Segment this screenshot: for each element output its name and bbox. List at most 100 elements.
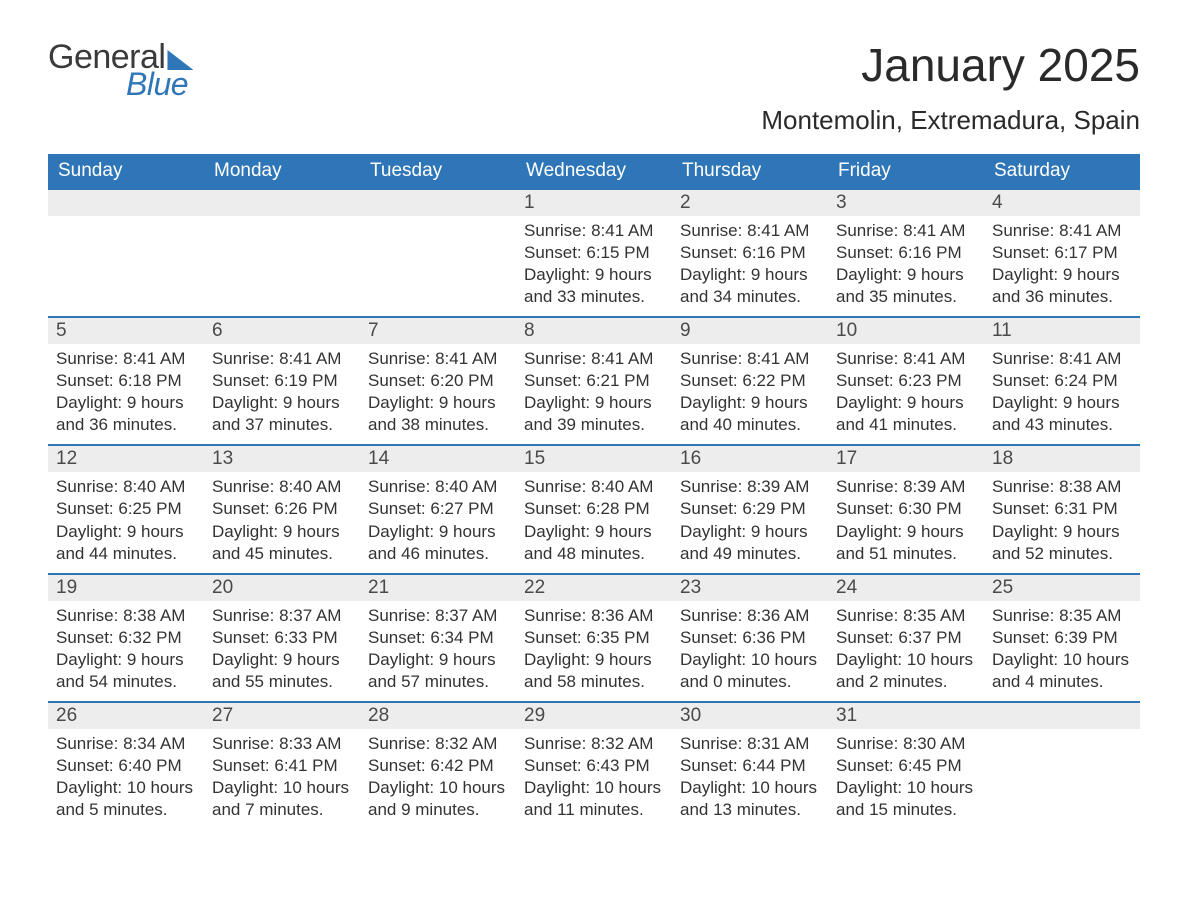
daylight-text: Daylight: 9 hours and 33 minutes. bbox=[524, 264, 664, 308]
sunrise-text: Sunrise: 8:37 AM bbox=[368, 605, 508, 627]
calendar-day-cell: 23Sunrise: 8:36 AMSunset: 6:36 PMDayligh… bbox=[672, 574, 828, 702]
daylight-text: Daylight: 9 hours and 49 minutes. bbox=[680, 521, 820, 565]
calendar-day-cell: 27Sunrise: 8:33 AMSunset: 6:41 PMDayligh… bbox=[204, 702, 360, 830]
sunrise-text: Sunrise: 8:41 AM bbox=[56, 348, 196, 370]
sunset-text: Sunset: 6:18 PM bbox=[56, 370, 196, 392]
calendar-day-cell: 26Sunrise: 8:34 AMSunset: 6:40 PMDayligh… bbox=[48, 702, 204, 830]
day-details: Sunrise: 8:37 AMSunset: 6:34 PMDaylight:… bbox=[360, 601, 516, 701]
daylight-text: Daylight: 10 hours and 11 minutes. bbox=[524, 777, 664, 821]
calendar-day-cell: 28Sunrise: 8:32 AMSunset: 6:42 PMDayligh… bbox=[360, 702, 516, 830]
day-details: Sunrise: 8:40 AMSunset: 6:25 PMDaylight:… bbox=[48, 472, 204, 572]
day-number: 4 bbox=[984, 190, 1140, 216]
day-number: 26 bbox=[48, 703, 204, 729]
calendar-day-cell: 5Sunrise: 8:41 AMSunset: 6:18 PMDaylight… bbox=[48, 317, 204, 445]
sunset-text: Sunset: 6:39 PM bbox=[992, 627, 1132, 649]
calendar-day-cell: 31Sunrise: 8:30 AMSunset: 6:45 PMDayligh… bbox=[828, 702, 984, 830]
day-number: 23 bbox=[672, 575, 828, 601]
day-number bbox=[360, 190, 516, 216]
sunrise-text: Sunrise: 8:31 AM bbox=[680, 733, 820, 755]
day-details: Sunrise: 8:33 AMSunset: 6:41 PMDaylight:… bbox=[204, 729, 360, 829]
day-details: Sunrise: 8:36 AMSunset: 6:35 PMDaylight:… bbox=[516, 601, 672, 701]
day-number: 20 bbox=[204, 575, 360, 601]
sunrise-text: Sunrise: 8:40 AM bbox=[368, 476, 508, 498]
day-number: 30 bbox=[672, 703, 828, 729]
weekday-header: Friday bbox=[828, 154, 984, 189]
sunset-text: Sunset: 6:36 PM bbox=[680, 627, 820, 649]
daylight-text: Daylight: 9 hours and 36 minutes. bbox=[992, 264, 1132, 308]
sunrise-text: Sunrise: 8:40 AM bbox=[524, 476, 664, 498]
page-title: January 2025 bbox=[761, 40, 1140, 91]
sunrise-text: Sunrise: 8:41 AM bbox=[524, 348, 664, 370]
flag-icon bbox=[167, 50, 193, 70]
day-number: 2 bbox=[672, 190, 828, 216]
day-number: 6 bbox=[204, 318, 360, 344]
daylight-text: Daylight: 10 hours and 0 minutes. bbox=[680, 649, 820, 693]
sunset-text: Sunset: 6:43 PM bbox=[524, 755, 664, 777]
sunrise-text: Sunrise: 8:36 AM bbox=[524, 605, 664, 627]
daylight-text: Daylight: 10 hours and 5 minutes. bbox=[56, 777, 196, 821]
day-number: 12 bbox=[48, 446, 204, 472]
day-number: 21 bbox=[360, 575, 516, 601]
sunset-text: Sunset: 6:31 PM bbox=[992, 498, 1132, 520]
day-number: 18 bbox=[984, 446, 1140, 472]
day-number: 7 bbox=[360, 318, 516, 344]
sunrise-text: Sunrise: 8:41 AM bbox=[368, 348, 508, 370]
calendar-day-cell bbox=[360, 189, 516, 317]
day-details: Sunrise: 8:41 AMSunset: 6:16 PMDaylight:… bbox=[828, 216, 984, 316]
calendar-day-cell: 21Sunrise: 8:37 AMSunset: 6:34 PMDayligh… bbox=[360, 574, 516, 702]
day-details: Sunrise: 8:31 AMSunset: 6:44 PMDaylight:… bbox=[672, 729, 828, 829]
weekday-header: Thursday bbox=[672, 154, 828, 189]
day-details: Sunrise: 8:41 AMSunset: 6:19 PMDaylight:… bbox=[204, 344, 360, 444]
day-number: 16 bbox=[672, 446, 828, 472]
sunset-text: Sunset: 6:35 PM bbox=[524, 627, 664, 649]
day-details: Sunrise: 8:39 AMSunset: 6:30 PMDaylight:… bbox=[828, 472, 984, 572]
sunset-text: Sunset: 6:32 PM bbox=[56, 627, 196, 649]
sunset-text: Sunset: 6:40 PM bbox=[56, 755, 196, 777]
daylight-text: Daylight: 9 hours and 37 minutes. bbox=[212, 392, 352, 436]
sunset-text: Sunset: 6:20 PM bbox=[368, 370, 508, 392]
calendar-day-cell: 17Sunrise: 8:39 AMSunset: 6:30 PMDayligh… bbox=[828, 445, 984, 573]
calendar-week-row: 1Sunrise: 8:41 AMSunset: 6:15 PMDaylight… bbox=[48, 189, 1140, 317]
sunrise-text: Sunrise: 8:41 AM bbox=[992, 220, 1132, 242]
day-number bbox=[48, 190, 204, 216]
calendar-day-cell: 16Sunrise: 8:39 AMSunset: 6:29 PMDayligh… bbox=[672, 445, 828, 573]
day-details bbox=[204, 216, 360, 228]
calendar-day-cell: 14Sunrise: 8:40 AMSunset: 6:27 PMDayligh… bbox=[360, 445, 516, 573]
calendar-day-cell: 22Sunrise: 8:36 AMSunset: 6:35 PMDayligh… bbox=[516, 574, 672, 702]
calendar-week-row: 5Sunrise: 8:41 AMSunset: 6:18 PMDaylight… bbox=[48, 317, 1140, 445]
sunrise-text: Sunrise: 8:40 AM bbox=[56, 476, 196, 498]
sunrise-text: Sunrise: 8:38 AM bbox=[992, 476, 1132, 498]
day-number: 19 bbox=[48, 575, 204, 601]
daylight-text: Daylight: 10 hours and 15 minutes. bbox=[836, 777, 976, 821]
calendar-week-row: 12Sunrise: 8:40 AMSunset: 6:25 PMDayligh… bbox=[48, 445, 1140, 573]
sunset-text: Sunset: 6:19 PM bbox=[212, 370, 352, 392]
day-details: Sunrise: 8:41 AMSunset: 6:18 PMDaylight:… bbox=[48, 344, 204, 444]
sunrise-text: Sunrise: 8:35 AM bbox=[992, 605, 1132, 627]
day-number: 14 bbox=[360, 446, 516, 472]
day-details: Sunrise: 8:40 AMSunset: 6:26 PMDaylight:… bbox=[204, 472, 360, 572]
brand-logo: General Blue bbox=[48, 40, 193, 100]
calendar-table: SundayMondayTuesdayWednesdayThursdayFrid… bbox=[48, 154, 1140, 831]
daylight-text: Daylight: 10 hours and 2 minutes. bbox=[836, 649, 976, 693]
sunset-text: Sunset: 6:28 PM bbox=[524, 498, 664, 520]
sunset-text: Sunset: 6:41 PM bbox=[212, 755, 352, 777]
calendar-day-cell bbox=[48, 189, 204, 317]
day-details: Sunrise: 8:32 AMSunset: 6:42 PMDaylight:… bbox=[360, 729, 516, 829]
weekday-header-row: SundayMondayTuesdayWednesdayThursdayFrid… bbox=[48, 154, 1140, 189]
sunrise-text: Sunrise: 8:41 AM bbox=[524, 220, 664, 242]
day-number: 27 bbox=[204, 703, 360, 729]
daylight-text: Daylight: 9 hours and 48 minutes. bbox=[524, 521, 664, 565]
sunset-text: Sunset: 6:27 PM bbox=[368, 498, 508, 520]
day-details: Sunrise: 8:40 AMSunset: 6:27 PMDaylight:… bbox=[360, 472, 516, 572]
daylight-text: Daylight: 9 hours and 44 minutes. bbox=[56, 521, 196, 565]
calendar-day-cell: 15Sunrise: 8:40 AMSunset: 6:28 PMDayligh… bbox=[516, 445, 672, 573]
day-number: 10 bbox=[828, 318, 984, 344]
calendar-day-cell: 9Sunrise: 8:41 AMSunset: 6:22 PMDaylight… bbox=[672, 317, 828, 445]
calendar-day-cell: 1Sunrise: 8:41 AMSunset: 6:15 PMDaylight… bbox=[516, 189, 672, 317]
sunset-text: Sunset: 6:23 PM bbox=[836, 370, 976, 392]
daylight-text: Daylight: 10 hours and 4 minutes. bbox=[992, 649, 1132, 693]
daylight-text: Daylight: 9 hours and 45 minutes. bbox=[212, 521, 352, 565]
day-number: 8 bbox=[516, 318, 672, 344]
sunrise-text: Sunrise: 8:39 AM bbox=[680, 476, 820, 498]
sunrise-text: Sunrise: 8:41 AM bbox=[836, 220, 976, 242]
